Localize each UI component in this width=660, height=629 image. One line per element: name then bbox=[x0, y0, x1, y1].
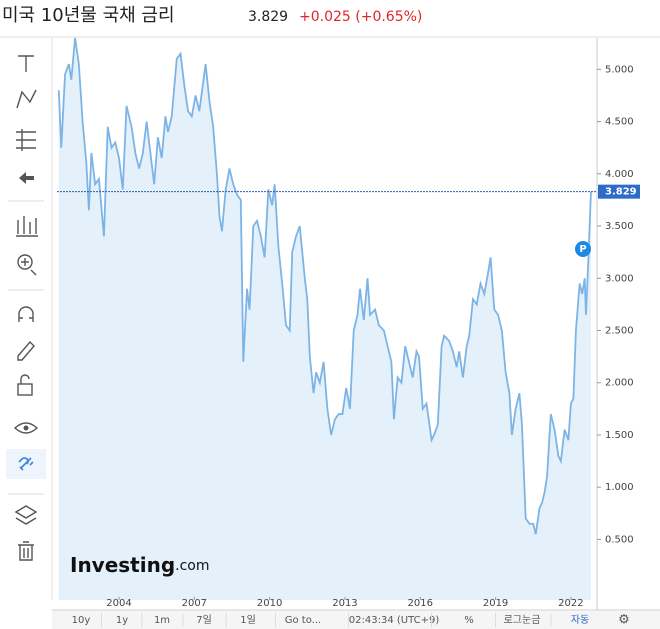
candle-tool[interactable] bbox=[16, 216, 38, 237]
x-tick-label: 2007 bbox=[182, 598, 207, 609]
header bbox=[0, 0, 660, 37]
fib-tool[interactable] bbox=[16, 129, 36, 151]
area bbox=[58, 38, 591, 600]
x-tick-label: 2013 bbox=[332, 598, 357, 609]
toolbar-button[interactable]: 1y bbox=[116, 615, 128, 626]
lock-tool[interactable] bbox=[17, 383, 33, 396]
line bbox=[57, 37, 592, 535]
bottom-bar bbox=[52, 611, 660, 629]
x-tick-label: 2016 bbox=[408, 598, 433, 609]
toolbar-button[interactable]: 로그눈금 bbox=[504, 614, 541, 626]
toolbar-button[interactable]: Go to... bbox=[285, 615, 321, 626]
eye-tool[interactable] bbox=[13, 422, 39, 434]
x-tick-label: 2004 bbox=[106, 598, 131, 609]
pattern-tool[interactable] bbox=[16, 89, 37, 109]
logo-main: Investing bbox=[70, 553, 175, 577]
y-tick-label: 2.000 bbox=[605, 378, 634, 389]
y-tick-label: 4.000 bbox=[605, 169, 634, 180]
y-tick-label: 5.000 bbox=[605, 64, 634, 75]
text-tool[interactable] bbox=[18, 55, 34, 72]
toolbar-button[interactable]: 10y bbox=[72, 615, 91, 626]
y-tick-label: 4.500 bbox=[605, 117, 634, 128]
y-tick-label: 3.000 bbox=[605, 273, 634, 284]
marker-label: P bbox=[579, 244, 586, 255]
logo-suffix: .com bbox=[175, 558, 209, 574]
toolbar-button[interactable]: 자동 bbox=[571, 614, 589, 626]
change: +0.025 (+0.65%) bbox=[299, 9, 422, 25]
last-value-label: 3.829 bbox=[605, 187, 637, 198]
bottom-toolbar: 10y 1y 1m 7일 1일 Go to... 02:43:34 (UTC+9)% 로그눈금… bbox=[52, 611, 660, 629]
toolbar-button[interactable]: 1m bbox=[154, 615, 170, 626]
y-tick-label: 2.500 bbox=[605, 325, 634, 336]
y-tick-label: 0.500 bbox=[605, 534, 634, 545]
y-tick-label: 1.500 bbox=[605, 430, 634, 441]
logo: Investing.com bbox=[70, 553, 210, 577]
price: 3.829 bbox=[248, 9, 288, 25]
toolbar-button[interactable]: 02:43:34 (UTC+9) bbox=[349, 615, 440, 626]
toolbar-button[interactable]: 7일 bbox=[196, 614, 212, 626]
marker bbox=[575, 241, 591, 257]
x-tick-label: 2022 bbox=[558, 598, 583, 609]
magnet-tool[interactable] bbox=[18, 306, 34, 322]
drawing-toolbar bbox=[0, 38, 53, 600]
x-tick-label: 2019 bbox=[483, 598, 508, 609]
layers-tool[interactable] bbox=[14, 505, 38, 525]
toolbar-button[interactable]: 1일 bbox=[240, 614, 256, 626]
trash-tool[interactable] bbox=[18, 541, 34, 561]
settings-button[interactable]: ⚙ bbox=[618, 613, 630, 628]
plot-area bbox=[57, 37, 592, 600]
zoom-tool[interactable] bbox=[21, 258, 37, 276]
toolbar-button[interactable]: % bbox=[464, 615, 474, 626]
y-tick-label: 3.500 bbox=[605, 221, 634, 232]
pencil-tool[interactable] bbox=[17, 340, 35, 361]
x-tick-label: 2010 bbox=[257, 598, 282, 609]
last-value-box bbox=[598, 184, 640, 199]
title: 미국 10년물 국채 금리 bbox=[2, 5, 175, 26]
y-tick-label: 1.000 bbox=[605, 482, 634, 493]
back-tool[interactable] bbox=[19, 172, 34, 184]
